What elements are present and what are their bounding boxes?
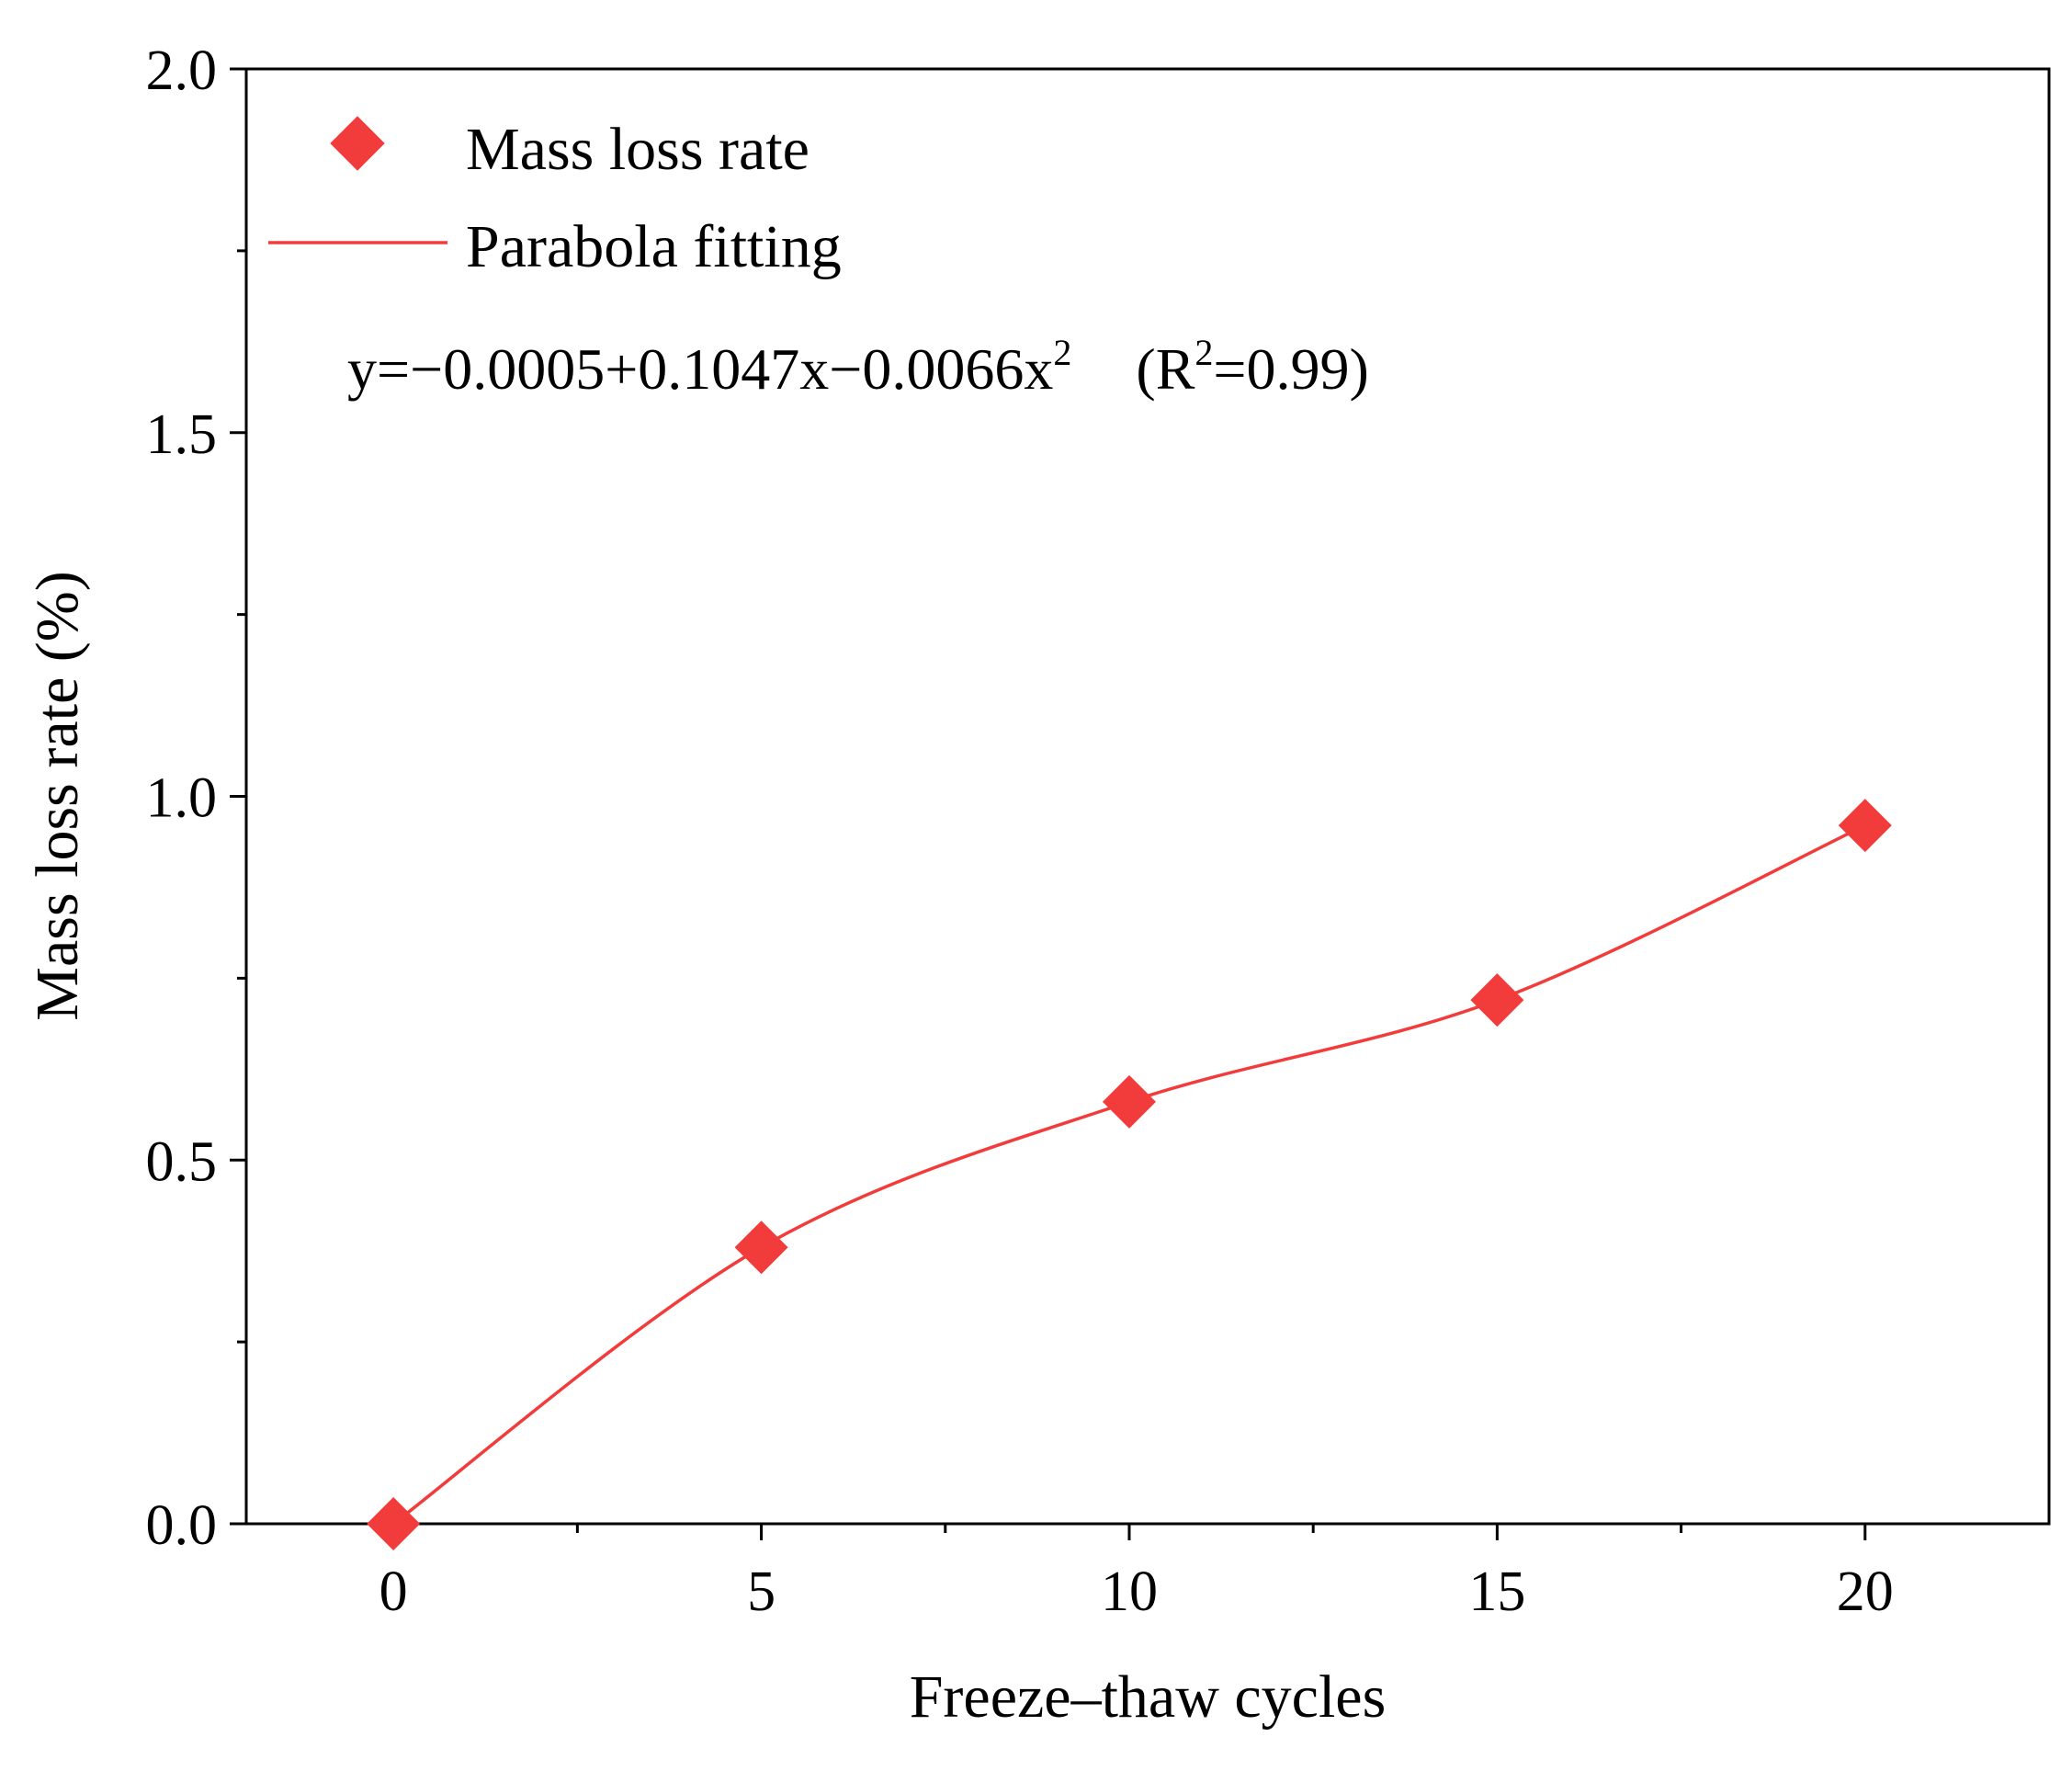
series-line-parabola-fitting xyxy=(392,823,1866,1526)
x-tick-label: 0 xyxy=(379,1561,408,1623)
legend-marker-diamond-icon xyxy=(330,116,385,171)
equation-exponent: 2 xyxy=(1053,332,1071,373)
data-point-marker xyxy=(1102,1074,1156,1129)
x-tick-label: 15 xyxy=(1468,1561,1525,1623)
plot-frame xyxy=(244,67,2051,1526)
x-axis-label: Freeze–thaw cycles xyxy=(910,1663,1387,1731)
data-point-marker xyxy=(734,1220,788,1275)
equation-r-prefix: (R xyxy=(1136,336,1195,402)
y-axis-label: Mass loss rate (%) xyxy=(24,571,91,1020)
y-tick-label: 1.0 xyxy=(146,767,218,830)
x-tick-label: 5 xyxy=(747,1561,776,1623)
y-tick-label: 2.0 xyxy=(146,40,218,102)
legend: Mass loss rate Parabola fitting xyxy=(268,116,842,280)
x-tick-label: 20 xyxy=(1837,1561,1894,1623)
x-axis-ticks: 0 5 10 15 20 xyxy=(379,1524,1894,1623)
y-tick-label: 0.5 xyxy=(146,1130,218,1193)
data-point-marker xyxy=(1838,799,1892,853)
x-tick-label: 10 xyxy=(1101,1561,1158,1623)
equation-r-suffix: =0.99) xyxy=(1213,336,1368,402)
y-tick-label: 1.5 xyxy=(146,403,218,466)
equation-main: y=−0.0005+0.1047x−0.0066x xyxy=(347,336,1053,402)
equation-r-exponent: 2 xyxy=(1195,332,1213,373)
legend-label-parabola-fitting: Parabola fitting xyxy=(466,213,842,280)
series-markers-mass-loss-rate xyxy=(367,799,1892,1550)
fit-equation: y=−0.0005+0.1047x−0.0066x2 (R2=0.99) xyxy=(347,332,1369,402)
y-axis-ticks: 0.0 0.5 1.0 1.5 2.0 xyxy=(146,40,246,1557)
data-point-marker xyxy=(1470,973,1524,1027)
y-tick-label: 0.0 xyxy=(146,1494,218,1557)
data-point-marker xyxy=(367,1497,421,1550)
legend-label-mass-loss-rate: Mass loss rate xyxy=(466,116,810,183)
